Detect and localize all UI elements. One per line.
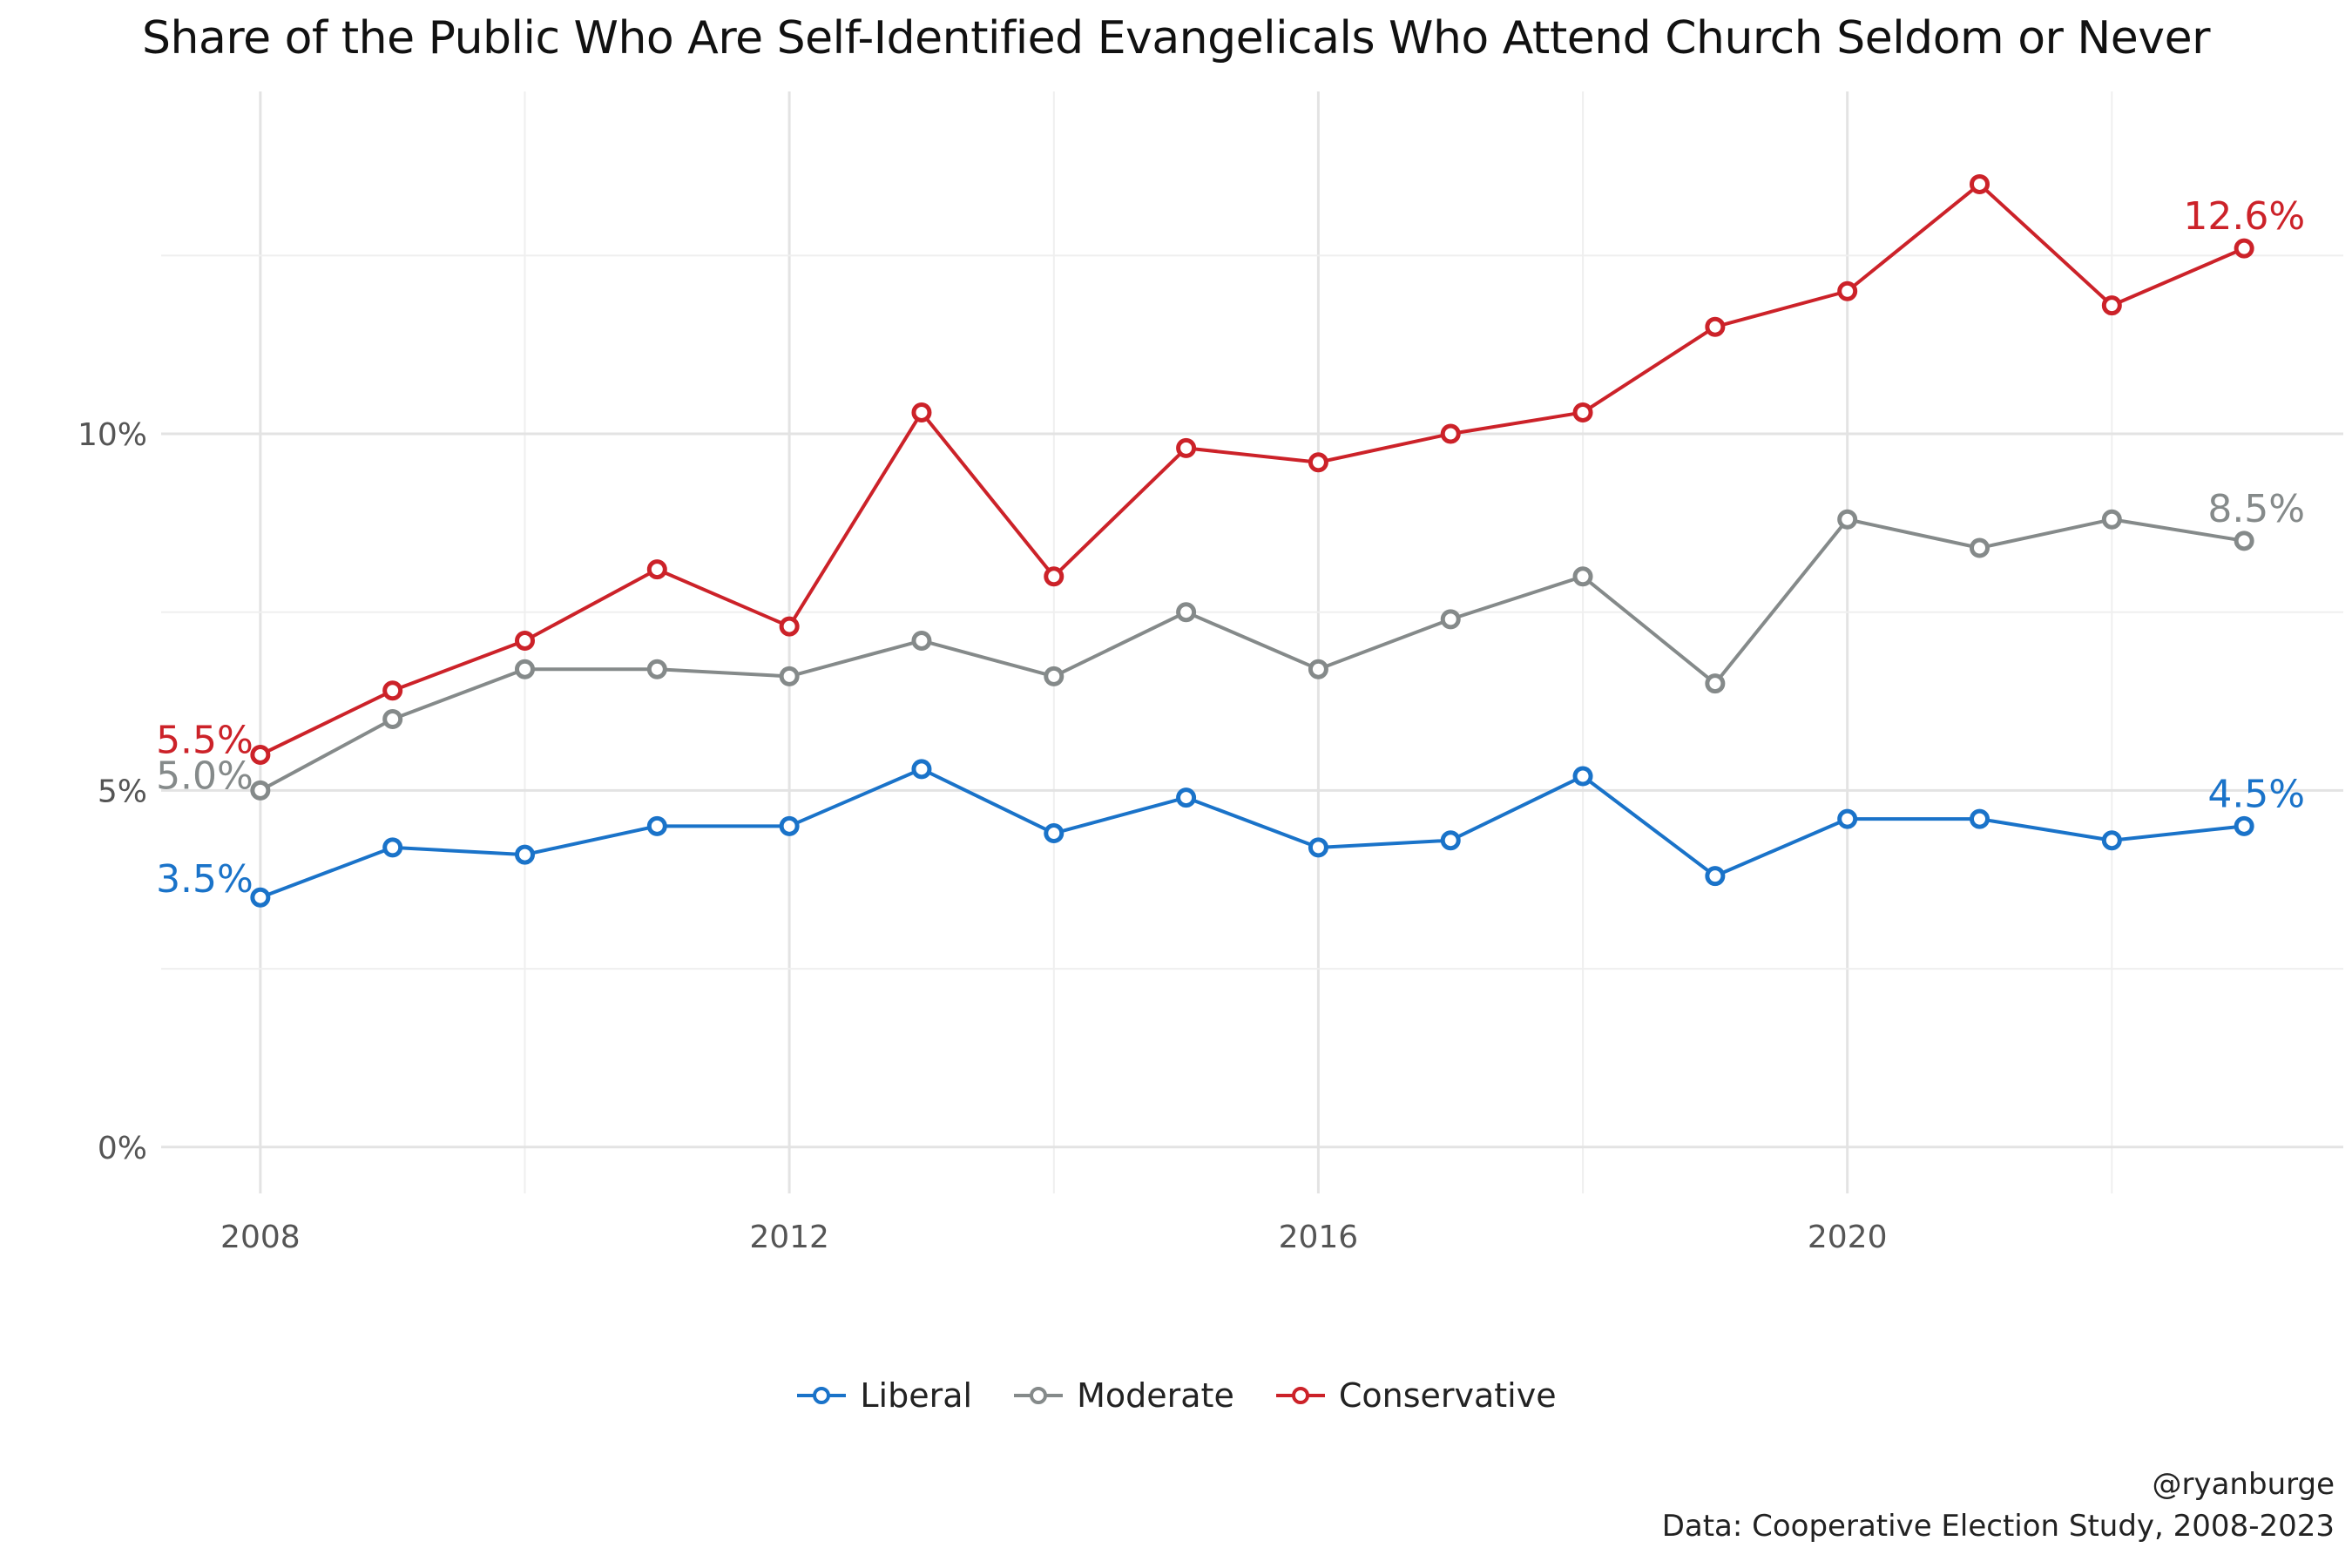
start-label-conservative: 5.5% <box>156 718 253 762</box>
data-point-liberal <box>515 844 535 865</box>
data-point-liberal <box>1176 787 1197 808</box>
data-point-conservative <box>1044 566 1064 587</box>
data-point-liberal <box>1440 830 1461 851</box>
series-liberal <box>250 759 2254 908</box>
data-point-moderate <box>1837 509 1858 530</box>
data-point-moderate <box>779 666 800 686</box>
data-point-conservative <box>1308 452 1328 473</box>
data-point-moderate <box>1970 537 1990 558</box>
data-point-liberal <box>2101 830 2122 851</box>
legend-label-moderate: Moderate <box>1077 1376 1234 1415</box>
data-point-moderate <box>2234 531 2254 551</box>
x-tick-label: 2008 <box>220 1220 301 1255</box>
series-conservative <box>250 173 2254 765</box>
start-label-liberal: 3.5% <box>156 857 253 902</box>
end-label-liberal: 4.5% <box>2207 772 2305 816</box>
endpoint-labels: 3.5% 4.5% 5.0% 8.5% 5.5% 12.6% <box>156 194 2305 902</box>
data-point-liberal <box>1044 823 1064 844</box>
data-point-conservative <box>1440 423 1461 444</box>
data-point-liberal <box>1837 808 1858 829</box>
data-point-moderate <box>646 659 667 679</box>
series-line-liberal <box>260 767 2245 900</box>
data-point-moderate <box>1440 609 1461 630</box>
series-lines <box>250 173 2254 908</box>
x-tick-label: 2016 <box>1279 1220 1359 1255</box>
data-point-moderate <box>382 709 403 730</box>
data-point-moderate <box>1176 602 1197 623</box>
legend-item-conservative: Conservative <box>1274 1376 1557 1415</box>
end-label-moderate: 8.5% <box>2207 487 2305 531</box>
data-point-liberal <box>382 837 403 858</box>
data-point-liberal <box>250 887 271 908</box>
caption: @ryanburge Data: Cooperative Election St… <box>1662 1463 2335 1547</box>
legend-item-liberal: Liberal <box>795 1376 972 1415</box>
data-point-liberal <box>2234 815 2254 836</box>
data-point-moderate <box>1572 566 1593 587</box>
data-point-conservative <box>515 630 535 651</box>
data-point-liberal <box>1970 808 1990 829</box>
data-point-liberal <box>779 815 800 836</box>
data-point-moderate <box>1308 659 1328 679</box>
legend: Liberal Moderate Conservative <box>0 1376 2352 1415</box>
axis-tick-labels: 2008 2012 2016 2020 0% 5% 10% <box>78 417 1888 1255</box>
series-line-conservative <box>259 182 2245 757</box>
series-line-moderate <box>259 517 2245 793</box>
data-point-liberal <box>911 759 932 780</box>
data-point-conservative <box>1572 402 1593 422</box>
data-point-moderate <box>2101 509 2122 530</box>
grid-lines <box>161 91 2343 1193</box>
data-point-conservative <box>2101 295 2122 316</box>
legend-label-conservative: Conservative <box>1338 1376 1557 1415</box>
data-point-conservative <box>1176 437 1197 458</box>
series-moderate <box>250 509 2254 801</box>
data-point-moderate <box>515 659 535 679</box>
data-point-conservative <box>1970 173 1990 194</box>
data-point-conservative <box>911 402 932 422</box>
legend-label-liberal: Liberal <box>860 1376 973 1415</box>
legend-key-moderate <box>1014 1387 1064 1404</box>
data-point-liberal <box>1705 866 1726 887</box>
y-tick-label: 10% <box>78 417 147 453</box>
data-point-conservative <box>2234 238 2254 259</box>
data-point-conservative <box>1837 280 1858 301</box>
x-tick-label: 2020 <box>1808 1220 1888 1255</box>
legend-item-moderate: Moderate <box>1012 1376 1234 1415</box>
data-point-moderate <box>250 780 271 801</box>
caption-author: @ryanburge <box>2152 1467 2335 1502</box>
y-tick-label: 0% <box>98 1131 147 1166</box>
legend-key-conservative <box>1275 1387 1325 1404</box>
data-point-conservative <box>779 616 800 637</box>
data-point-moderate <box>1705 673 1726 694</box>
data-point-liberal <box>646 815 667 836</box>
chart-title: Share of the Public Who Are Self-Identif… <box>142 12 2210 64</box>
data-point-moderate <box>911 630 932 651</box>
data-point-conservative <box>646 559 667 580</box>
legend-key-liberal <box>797 1387 847 1404</box>
data-point-conservative <box>250 744 271 765</box>
data-point-liberal <box>1308 837 1328 858</box>
x-tick-label: 2012 <box>749 1220 829 1255</box>
caption-source: Data: Cooperative Election Study, 2008-2… <box>1661 1509 2335 1544</box>
data-point-moderate <box>1044 666 1064 686</box>
y-tick-label: 5% <box>98 774 147 809</box>
start-label-moderate: 5.0% <box>156 754 253 798</box>
data-point-conservative <box>382 680 403 701</box>
end-label-conservative: 12.6% <box>2183 194 2305 239</box>
data-point-conservative <box>1705 316 1726 337</box>
data-point-liberal <box>1572 766 1593 787</box>
